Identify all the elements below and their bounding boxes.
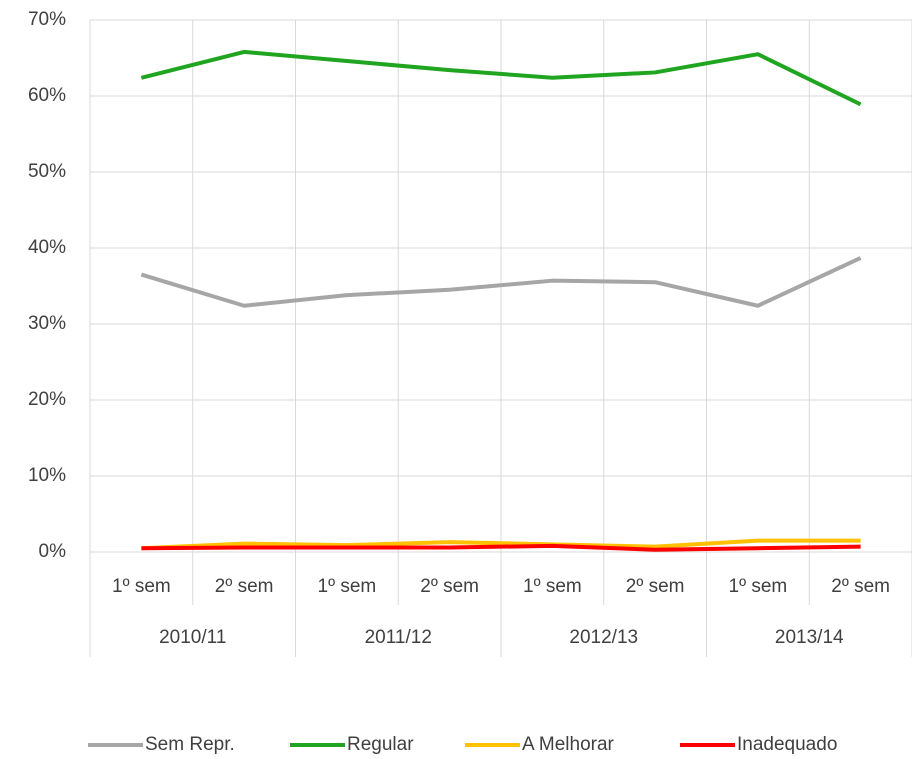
- x-tick-label: 2º sem: [626, 576, 685, 597]
- legend-label: Regular: [347, 734, 414, 755]
- y-tick-label: 50%: [28, 161, 66, 182]
- y-tick-label: 70%: [28, 9, 66, 30]
- x-group-label: 2010/11: [159, 627, 226, 648]
- y-tick-label: 20%: [28, 389, 66, 410]
- legend-label: Sem Repr.: [145, 734, 235, 755]
- y-tick-label: 40%: [28, 237, 66, 258]
- series-line: [140, 256, 862, 308]
- x-group-label: 2012/13: [569, 627, 638, 648]
- y-tick-label: 10%: [28, 465, 66, 486]
- x-tick-label: 2º sem: [420, 576, 479, 597]
- series-line: [140, 49, 862, 107]
- y-tick-label: 30%: [28, 313, 66, 334]
- legend-label: Inadequado: [737, 734, 837, 755]
- series-line: [141, 543, 861, 552]
- y-tick-label: 60%: [28, 85, 66, 106]
- x-group-label: 2013/14: [775, 627, 844, 648]
- series-line: [141, 538, 861, 551]
- x-group-label: 2011/12: [365, 627, 432, 648]
- x-tick-label: 1º sem: [318, 576, 377, 597]
- x-tick-label: 1º sem: [729, 576, 788, 597]
- x-tick-label: 2º sem: [831, 576, 890, 597]
- x-tick-label: 2º sem: [215, 576, 274, 597]
- y-tick-label: 0%: [39, 541, 67, 562]
- legend-label: A Melhorar: [522, 734, 615, 755]
- x-tick-label: 1º sem: [523, 576, 582, 597]
- x-tick-label: 1º sem: [112, 576, 171, 597]
